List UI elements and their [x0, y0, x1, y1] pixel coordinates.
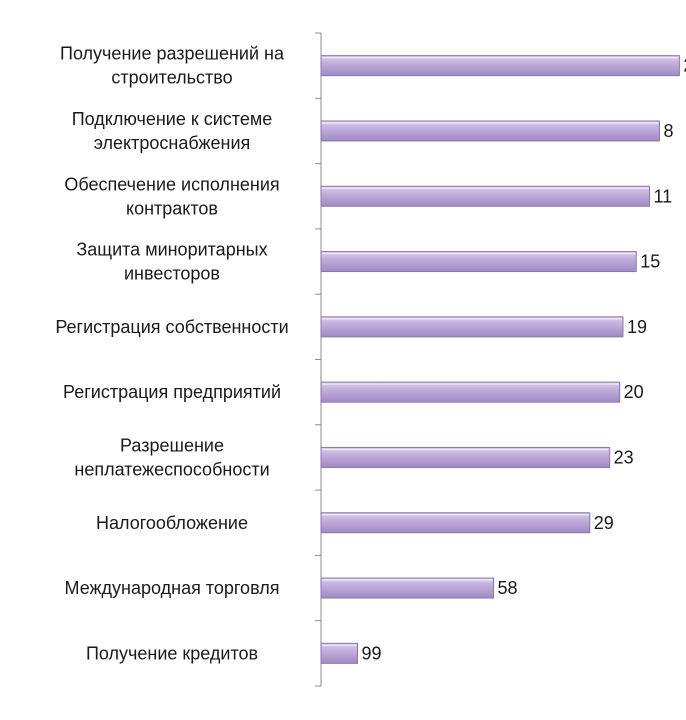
category-label: Защита миноритарных [76, 240, 267, 260]
category-label: Подключение к системе [72, 109, 273, 129]
category-label: Получение кредитов [86, 643, 258, 663]
bar [320, 577, 495, 599]
category-axis [315, 32, 322, 687]
value-labels: 2 8 11 15 19 20 23 29 58 99 [362, 56, 686, 664]
bar [320, 381, 621, 403]
category-label: инвесторов [124, 264, 220, 284]
value-label: 19 [627, 317, 647, 337]
bar [320, 185, 650, 207]
category-label: неплатежеспособности [74, 459, 269, 479]
bars [320, 55, 680, 664]
value-label: 20 [624, 382, 644, 402]
category-label: Международная торговля [65, 578, 280, 598]
category-labels: Получение разрешений на строительство Подк… [55, 44, 288, 664]
category-label: контрактов [126, 198, 218, 218]
category-label: Регистрация собственности [55, 317, 288, 337]
category-label: строительство [111, 68, 232, 88]
bar [320, 446, 611, 468]
value-label: 58 [498, 578, 518, 598]
bar [320, 642, 358, 664]
value-label: 11 [654, 186, 673, 206]
value-label: 99 [362, 643, 382, 663]
category-label: Получение разрешений на [60, 44, 285, 64]
value-label: 2 [683, 56, 686, 76]
value-label: 29 [594, 513, 614, 533]
value-label: 15 [640, 252, 660, 272]
value-label: 23 [614, 447, 634, 467]
bar [320, 316, 624, 338]
category-label: Налогообложение [96, 513, 248, 533]
category-label: Разрешение [120, 435, 224, 455]
category-label: Регистрация предприятий [63, 382, 281, 402]
category-label: электроснабжения [94, 133, 251, 153]
bar [320, 512, 591, 534]
bar [320, 55, 680, 77]
bar [320, 251, 637, 273]
bar [320, 120, 660, 142]
value-label: 8 [663, 121, 673, 141]
category-label: Обеспечение исполнения [64, 174, 279, 194]
